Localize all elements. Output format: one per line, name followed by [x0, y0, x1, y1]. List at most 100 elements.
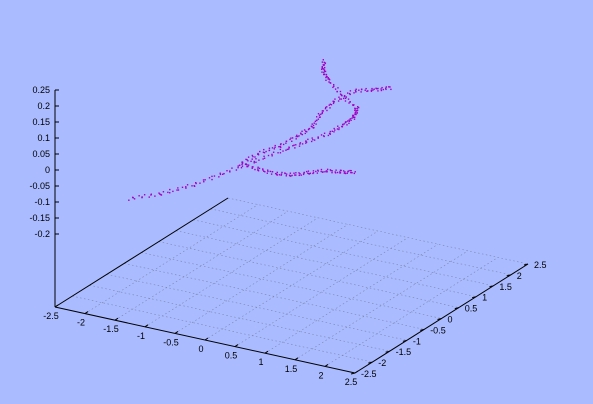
- data-point: [235, 169, 238, 171]
- data-point: [338, 96, 340, 98]
- data-point: [305, 142, 307, 144]
- data-point: [293, 144, 295, 146]
- data-point: [303, 129, 306, 131]
- data-point: [296, 135, 299, 138]
- data-point: [343, 123, 345, 125]
- data-point: [354, 116, 356, 118]
- grid-line-y: [141, 252, 442, 319]
- data-point: [348, 120, 351, 122]
- data-point: [263, 152, 266, 154]
- data-point: [298, 172, 300, 174]
- data-point: [321, 66, 323, 68]
- data-point: [320, 134, 323, 136]
- z-tick-label: 0.2: [37, 101, 50, 111]
- data-point: [349, 101, 351, 103]
- data-point: [381, 86, 383, 89]
- data-point: [204, 179, 206, 181]
- data-point: [329, 107, 331, 109]
- data-point: [268, 147, 271, 149]
- data-point: [317, 170, 319, 172]
- data-point: [300, 174, 302, 176]
- z-tick-label: 0.1: [37, 133, 50, 143]
- data-point: [346, 172, 348, 175]
- y-tick-mark: [385, 350, 390, 353]
- data-point: [258, 159, 260, 161]
- y-tick-label: 1: [482, 293, 487, 303]
- data-point: [349, 93, 351, 96]
- y-tick-mark: [402, 339, 408, 342]
- y-tick-label: -2.5: [361, 369, 377, 379]
- y-tick-label: 2: [517, 271, 522, 281]
- data-point: [265, 150, 267, 153]
- data-point: [280, 173, 283, 175]
- data-point: [158, 192, 160, 194]
- data-point: [287, 148, 290, 150]
- data-point: [251, 167, 253, 169]
- data-point: [358, 89, 360, 91]
- data-point: [326, 171, 328, 173]
- data-point: [240, 166, 243, 169]
- data-point: [348, 92, 351, 95]
- data-point: [338, 128, 340, 131]
- data-point: [342, 124, 344, 126]
- data-point: [274, 146, 276, 149]
- data-point: [360, 91, 362, 93]
- y-tick-label: -1: [413, 336, 421, 346]
- data-point: [219, 172, 221, 174]
- data-point: [271, 153, 273, 156]
- data-point: [237, 166, 239, 169]
- data-point: [251, 158, 253, 160]
- data-point: [332, 100, 334, 102]
- data-point: [302, 173, 305, 176]
- data-point: [288, 147, 290, 149]
- data-point: [346, 92, 349, 94]
- z-tick-label: -0.1: [34, 197, 50, 207]
- data-point: [380, 89, 383, 92]
- tick-labels: -2.5-2-1.5-1-0.500.511.522.5-2.5-2-1.5-1…: [29, 85, 546, 387]
- data-point: [176, 189, 178, 191]
- x-tick-label: -1.5: [103, 324, 119, 334]
- data-point: [269, 170, 271, 173]
- data-point: [257, 168, 259, 170]
- data-point: [309, 172, 312, 174]
- data-point: [344, 100, 347, 102]
- data-point: [300, 133, 302, 135]
- x-tick-mark: [204, 337, 209, 341]
- grid-line-y: [124, 263, 425, 330]
- data-point: [323, 70, 326, 72]
- data-point: [372, 89, 374, 91]
- data-point: [320, 113, 322, 115]
- data-point: [251, 154, 254, 157]
- data-point: [219, 173, 222, 176]
- data-point: [352, 114, 355, 117]
- data-point: [274, 144, 276, 147]
- data-point: [338, 127, 340, 129]
- data-point: [335, 169, 337, 171]
- data-point: [237, 165, 239, 167]
- data-point: [301, 133, 304, 136]
- data-point: [350, 169, 352, 172]
- data-point: [208, 177, 211, 179]
- data-point: [370, 90, 373, 92]
- data-point: [299, 172, 301, 175]
- data-point: [213, 175, 216, 177]
- data-point: [278, 145, 280, 148]
- data-point: [311, 123, 313, 125]
- data-point: [262, 158, 264, 160]
- data-point: [150, 194, 152, 196]
- data-point: [186, 184, 189, 186]
- data-point: [337, 100, 340, 102]
- data-point: [284, 172, 286, 175]
- data-point: [255, 161, 257, 163]
- data-point: [344, 171, 346, 173]
- data-point: [352, 115, 354, 118]
- data-point: [343, 95, 346, 98]
- data-point: [263, 170, 265, 172]
- data-point: [300, 132, 302, 134]
- data-point: [336, 171, 339, 174]
- y-tick-mark: [350, 372, 356, 375]
- z-tick-label: 0.15: [32, 117, 50, 127]
- data-point: [354, 107, 356, 110]
- data-point: [231, 167, 233, 169]
